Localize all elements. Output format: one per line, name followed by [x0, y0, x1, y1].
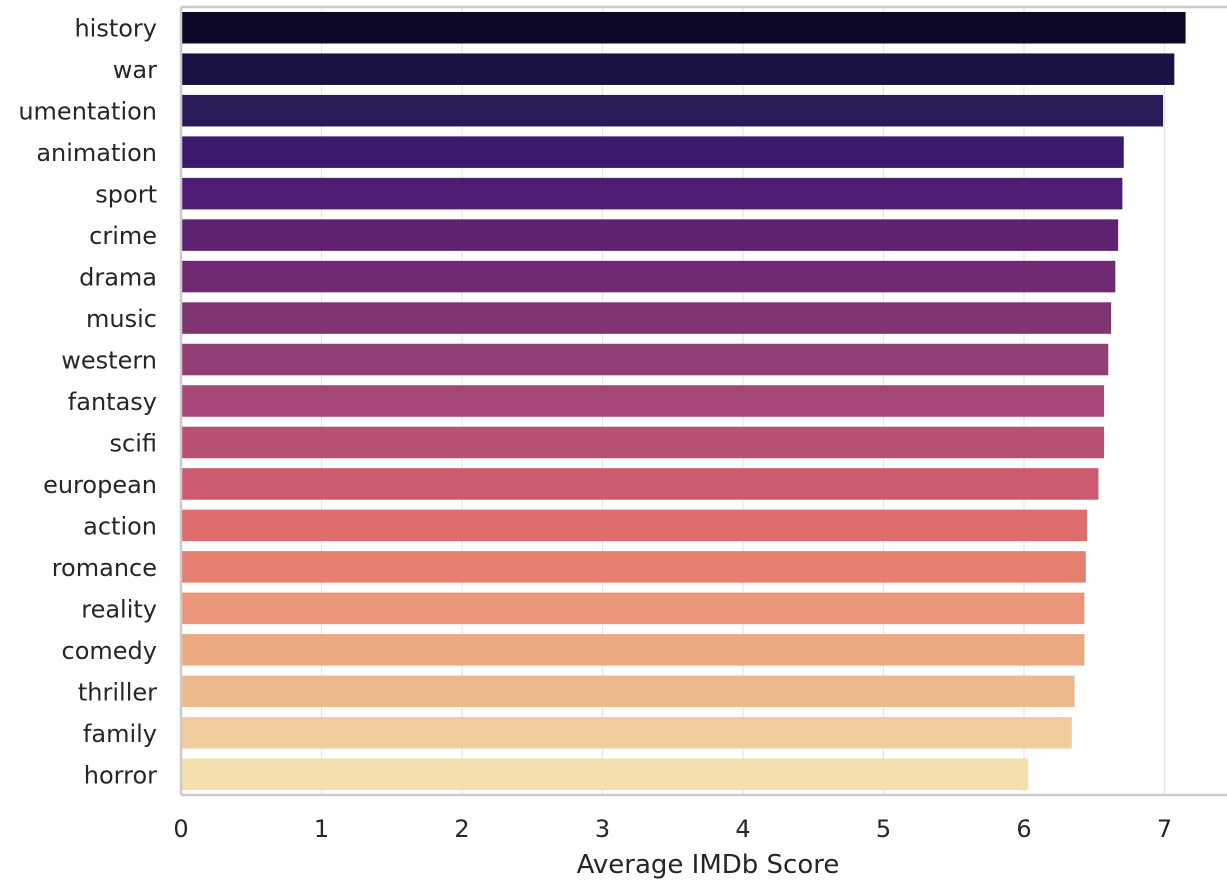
category-label: drama	[79, 264, 157, 292]
bar-european	[181, 468, 1099, 500]
axes-frame	[179, 5, 1227, 797]
bar-history	[181, 11, 1186, 44]
category-label: action	[83, 512, 157, 540]
x-tick-labels: 0 1 2 3 4 5 6 7	[173, 815, 1172, 843]
bar-fantasy	[181, 385, 1105, 417]
bar-scifi	[181, 426, 1105, 459]
bar-comedy	[181, 634, 1085, 666]
category-label: scifi	[110, 429, 157, 457]
bar-family	[181, 717, 1072, 749]
x-tick-label: 1	[314, 815, 329, 843]
bar-action	[181, 509, 1088, 542]
x-tick-label: 5	[876, 815, 891, 843]
category-label: music	[86, 305, 157, 333]
category-label: romance	[52, 554, 157, 582]
category-label: european	[43, 471, 157, 499]
category-label: crime	[89, 222, 157, 250]
x-tick-label: 7	[1157, 815, 1172, 843]
category-labels: history war umentation animation sport crime d…	[18, 15, 157, 790]
category-label: war	[113, 56, 157, 84]
category-label: reality	[81, 595, 157, 623]
x-axis-title: Average IMDb Score	[577, 850, 840, 880]
x-tick-label: 3	[595, 815, 610, 843]
bar-animation	[181, 136, 1124, 168]
category-label: history	[74, 15, 157, 43]
bar-western	[181, 343, 1109, 376]
bar-umentation	[181, 94, 1164, 127]
bar-music	[181, 302, 1112, 334]
category-label: horror	[84, 761, 157, 789]
bar-drama	[181, 260, 1116, 293]
category-label: fantasy	[68, 388, 157, 416]
bar-crime	[181, 219, 1119, 251]
x-tick-label: 6	[1016, 815, 1031, 843]
bar-romance	[181, 551, 1086, 583]
bar-thriller	[181, 675, 1075, 708]
category-label: thriller	[78, 678, 157, 706]
category-label: animation	[36, 139, 157, 167]
bar-war	[181, 53, 1175, 85]
category-label: comedy	[62, 637, 157, 665]
category-label: family	[83, 720, 157, 748]
category-label: umentation	[18, 98, 157, 126]
bar-sport	[181, 177, 1123, 210]
category-label: sport	[95, 181, 157, 209]
bars	[181, 11, 1186, 791]
x-tick-label: 4	[735, 815, 750, 843]
bar-horror	[181, 758, 1029, 791]
x-tick-label: 0	[173, 815, 188, 843]
x-tick-label: 2	[454, 815, 469, 843]
bar-reality	[181, 592, 1085, 625]
category-label: western	[61, 347, 157, 375]
